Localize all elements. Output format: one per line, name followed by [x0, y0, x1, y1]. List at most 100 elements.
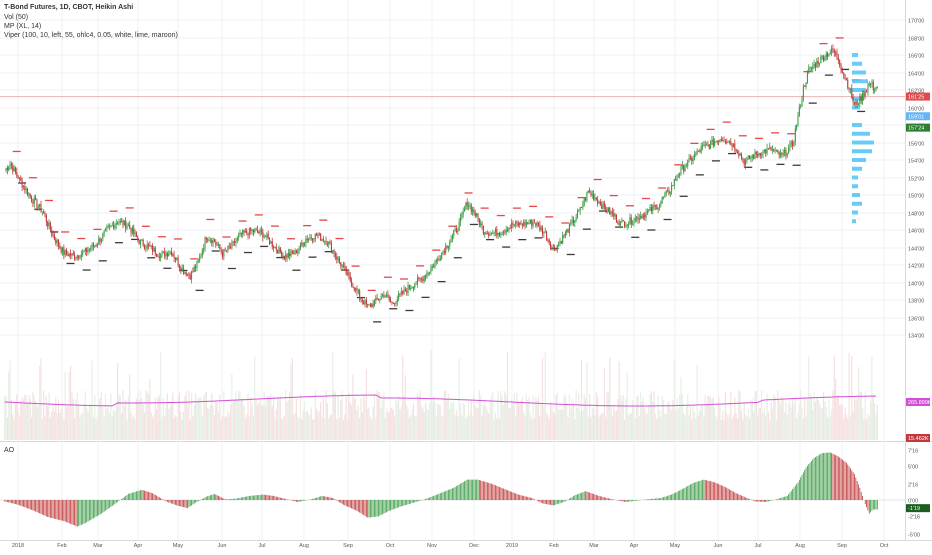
- volume-bar: [228, 414, 230, 440]
- candle-body: [419, 278, 421, 280]
- candle-body: [808, 68, 810, 73]
- candle-body: [636, 216, 638, 218]
- candle-body: [687, 160, 689, 166]
- candle-body: [716, 140, 718, 142]
- candle-body: [628, 223, 630, 225]
- candle-body: [28, 193, 30, 195]
- candle-body: [722, 140, 724, 142]
- time-tick-label: Jul: [754, 543, 761, 549]
- volume-bar: [277, 397, 279, 440]
- volume-bar: [353, 398, 355, 440]
- volume-bar: [469, 414, 471, 440]
- ao-pane-label[interactable]: AO: [4, 447, 15, 454]
- candle-body: [205, 237, 207, 240]
- volume-bar: [5, 396, 7, 440]
- volume-bar: [260, 405, 263, 440]
- volume-bar: [773, 394, 775, 440]
- volume-bar: [361, 412, 363, 440]
- volume-bar: [154, 397, 156, 440]
- candle-body: [831, 48, 833, 53]
- volume-bar: [84, 391, 86, 440]
- candle-body: [653, 205, 655, 207]
- viper-indicator-label[interactable]: Viper (100, 10, left, 55, ohlc4, 0.05, w…: [4, 32, 178, 39]
- volume-bar: [90, 404, 92, 440]
- candle-body: [778, 152, 780, 156]
- candle-body: [626, 224, 628, 227]
- volume-bar: [636, 396, 638, 440]
- mp-indicator-label[interactable]: MP (XL, 14): [4, 23, 42, 30]
- volume-bar: [746, 416, 748, 440]
- candle-body: [152, 245, 154, 252]
- volume-bar: [313, 418, 315, 440]
- candle-body: [377, 299, 380, 301]
- candle-body: [18, 177, 21, 179]
- volume-bar: [658, 410, 661, 440]
- candle-body: [840, 65, 842, 70]
- candle-body: [751, 155, 753, 158]
- volume-bar: [115, 405, 117, 440]
- profile-bar: [852, 175, 858, 180]
- candle-body: [609, 207, 611, 215]
- candle-body: [476, 213, 478, 216]
- volume-bar: [14, 402, 17, 440]
- volume-bar: [424, 402, 427, 440]
- candle-body: [302, 243, 304, 246]
- volume-bar: [583, 393, 585, 440]
- volume-bar: [53, 411, 56, 440]
- candle-body: [330, 243, 332, 252]
- volume-bar: [306, 410, 308, 440]
- candle-body: [610, 211, 612, 215]
- volume-bar: [637, 395, 639, 440]
- volume-bar: [675, 410, 677, 440]
- candle-body: [461, 214, 463, 218]
- candle-body: [784, 149, 786, 154]
- volume-bar: [672, 399, 674, 440]
- volume-bar: [404, 375, 406, 440]
- vol-indicator-label[interactable]: Vol (50): [4, 14, 29, 21]
- candle-body: [645, 212, 647, 218]
- candle-body: [715, 141, 717, 143]
- volume-bar: [465, 418, 467, 440]
- volume-bar: [363, 394, 365, 440]
- volume-bar: [500, 391, 502, 440]
- candle-body: [47, 221, 49, 227]
- volume-bar: [310, 407, 312, 440]
- candle-body: [673, 179, 675, 186]
- candle-body: [692, 158, 694, 161]
- candle-body: [216, 244, 218, 246]
- candle-body: [767, 148, 769, 150]
- candle-body: [51, 230, 53, 236]
- volume-bar: [540, 403, 542, 440]
- volume-bar: [809, 393, 811, 440]
- candle-body: [605, 207, 607, 212]
- volume-bar: [24, 394, 26, 440]
- candle-body: [562, 235, 564, 244]
- volume-ma-line: [4, 394, 876, 407]
- volume-bar: [619, 395, 622, 440]
- candle-body: [676, 177, 678, 181]
- volume-bar: [559, 405, 561, 440]
- volume-bar: [470, 400, 472, 440]
- volume-bar: [254, 356, 256, 440]
- volume-bar: [223, 390, 225, 440]
- volume-bar: [868, 416, 870, 440]
- volume-bar: [790, 407, 792, 440]
- candle-body: [26, 188, 29, 195]
- candle-body: [839, 60, 841, 66]
- candle-body: [316, 233, 318, 236]
- volume-bar: [447, 393, 450, 440]
- candle-body: [234, 241, 236, 244]
- volume-bar: [786, 414, 788, 440]
- volume-bar: [467, 401, 470, 440]
- volume-bar: [364, 401, 366, 440]
- volume-bar: [392, 410, 394, 440]
- volume-bar: [515, 416, 517, 440]
- candle-body: [187, 273, 189, 276]
- volume-bar: [875, 414, 877, 440]
- candle-body: [106, 226, 108, 229]
- volume-bar: [337, 395, 339, 440]
- candle-body: [180, 267, 182, 272]
- candle-body: [515, 221, 517, 225]
- candle-body: [704, 144, 706, 146]
- volume-bar: [785, 401, 787, 440]
